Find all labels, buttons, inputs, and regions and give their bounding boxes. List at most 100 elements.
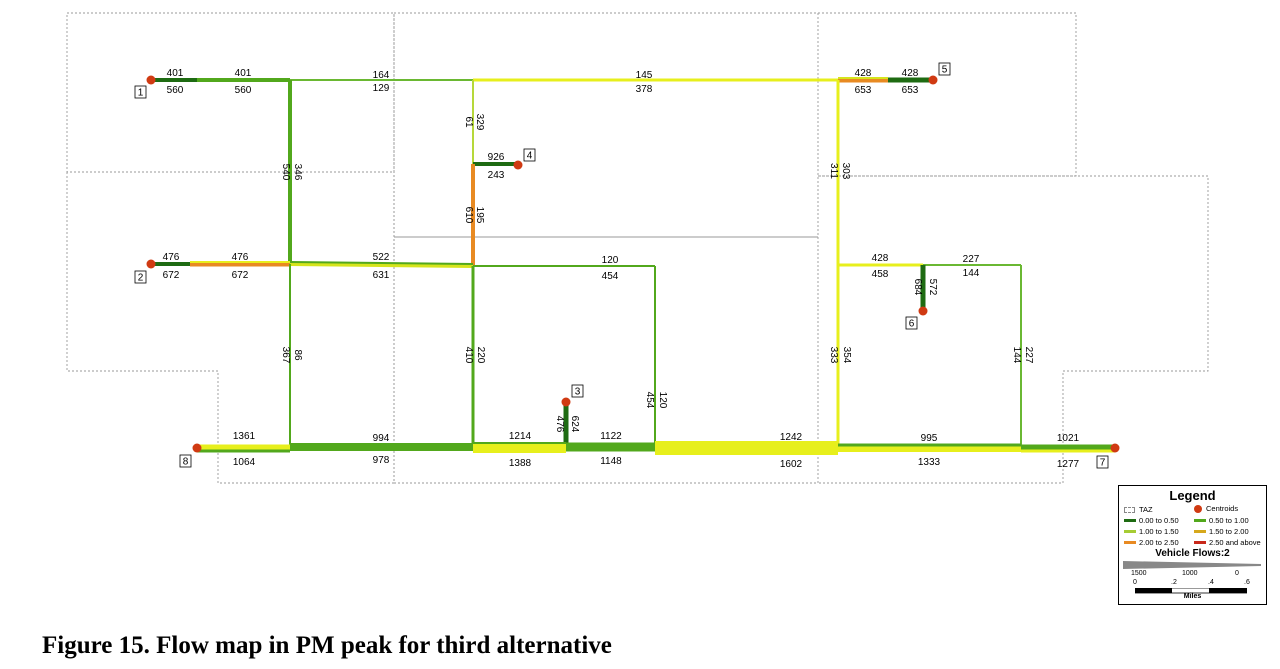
centroid-1 [146,75,156,85]
centroid-box [905,316,918,330]
centroid-2 [146,259,156,269]
centroid-labels: 1 2 3 4 5 6 7 8 [134,62,1109,469]
flow-label: 560 [235,85,252,96]
flow-scale-label: 0 [1235,570,1239,577]
flow-label: 995 [921,433,938,444]
legend-range: 2.50 and above [1194,538,1261,547]
centroid-box [523,148,536,162]
centroid-box [134,85,147,99]
flow-label: 329 [474,114,485,131]
flow-label: 672 [232,270,249,281]
link-mid-a-g [289,261,474,265]
centroid-4 [513,160,523,170]
flow-label: 522 [373,252,390,263]
legend-title: Legend [1169,488,1216,503]
flow-scale-label: 1500 [1131,570,1147,577]
flow-label: 428 [855,68,872,79]
range-swatch-icon [1194,541,1206,544]
flow-label: 86 [292,349,303,361]
range-swatch-icon [1124,519,1136,522]
centroid-label: 2 [138,273,144,284]
flow-label: 1122 [600,431,622,442]
centroid-3 [561,397,571,407]
legend-centroids: Centroids [1194,504,1238,513]
taz-zone [393,12,819,238]
miles-scale-label: .4 [1208,579,1214,586]
centroid-label: 7 [1100,458,1106,469]
flow-label: 1214 [509,431,532,442]
miles-scale-bar [1135,588,1247,594]
flow-label: 144 [1011,347,1022,364]
flow-label: 227 [963,254,980,265]
network-links [151,77,1115,455]
flow-label: 1064 [233,457,256,468]
flow-label: 1277 [1057,459,1080,470]
taz-zone [66,172,395,484]
flow-label: 145 [636,70,653,81]
flow-label: 454 [602,271,619,282]
legend-range-label: 2.50 and above [1209,538,1261,547]
centroid-label: 4 [527,151,533,162]
flow-scale-graphic [1123,561,1261,569]
flow-label: 333 [828,347,839,364]
flow-label: 572 [927,279,938,296]
flow-label: 243 [488,170,505,181]
flow-label: 458 [872,269,889,280]
flow-label: 1333 [918,457,941,468]
flow-label: 624 [569,416,580,433]
miles-scale-label: .6 [1244,579,1250,586]
taz-zone [66,12,395,173]
flow-label: 220 [475,347,486,364]
flow-label: 227 [1023,347,1034,364]
legend-range-label: 1.00 to 1.50 [1139,527,1179,536]
flow-label: 926 [488,152,505,163]
centroid-label: 5 [942,65,948,76]
flow-label: 560 [167,85,184,96]
centroid-label: 3 [575,387,581,398]
legend-centroids-label: Centroids [1206,504,1239,513]
range-swatch-icon [1194,519,1206,522]
taz-zone [393,236,819,484]
flow-label: 164 [373,70,390,81]
legend-taz: TAZ [1124,505,1153,514]
flow-label: 454 [644,392,655,409]
legend-vehicle-flows: Vehicle Flows:2 [1155,548,1230,559]
flow-label: 1021 [1057,433,1080,444]
legend: Legend TAZ Centroids 0.00 to 0.50 0.50 t… [1118,485,1267,605]
legend-range: 1.50 to 2.00 [1194,527,1249,536]
centroid-box [938,62,951,76]
flow-label: 978 [373,455,390,466]
centroid-label: 6 [909,319,915,330]
flow-label: 1388 [509,458,532,469]
centroid-label: 1 [138,88,144,99]
taz-zone [818,175,1209,484]
legend-range-label: 2.00 to 2.50 [1139,538,1179,547]
miles-label: Miles [1183,593,1202,600]
legend-range-label: 0.50 to 1.00 [1209,516,1249,525]
flow-label: 120 [657,392,668,409]
flow-label: 303 [840,163,851,180]
flow-label: 129 [373,83,390,94]
flow-label: 653 [902,85,919,96]
legend-taz-label: TAZ [1139,505,1153,514]
legend-range: 0.50 to 1.00 [1194,516,1249,525]
range-swatch-icon [1194,530,1206,533]
legend-range-label: 0.00 to 0.50 [1139,516,1179,525]
flow-label: 994 [373,433,390,444]
figure-caption: Figure 15. Flow map in PM peak for third… [42,632,612,659]
flow-label: 354 [841,347,852,364]
centroid-points [146,75,1120,453]
flow-label: 346 [292,164,303,181]
flow-label: 610 [463,207,474,224]
centroid-box [134,270,147,284]
flow-label: 684 [912,279,923,296]
flow-label: 1148 [600,456,622,467]
flow-label: 195 [474,207,485,224]
flow-label: 428 [902,68,919,79]
flow-label: 653 [855,85,872,96]
flow-scale-label: 1000 [1182,570,1198,577]
flow-label: 120 [602,255,619,266]
centroid-5 [928,75,938,85]
legend-range: 2.00 to 2.50 [1124,538,1179,547]
